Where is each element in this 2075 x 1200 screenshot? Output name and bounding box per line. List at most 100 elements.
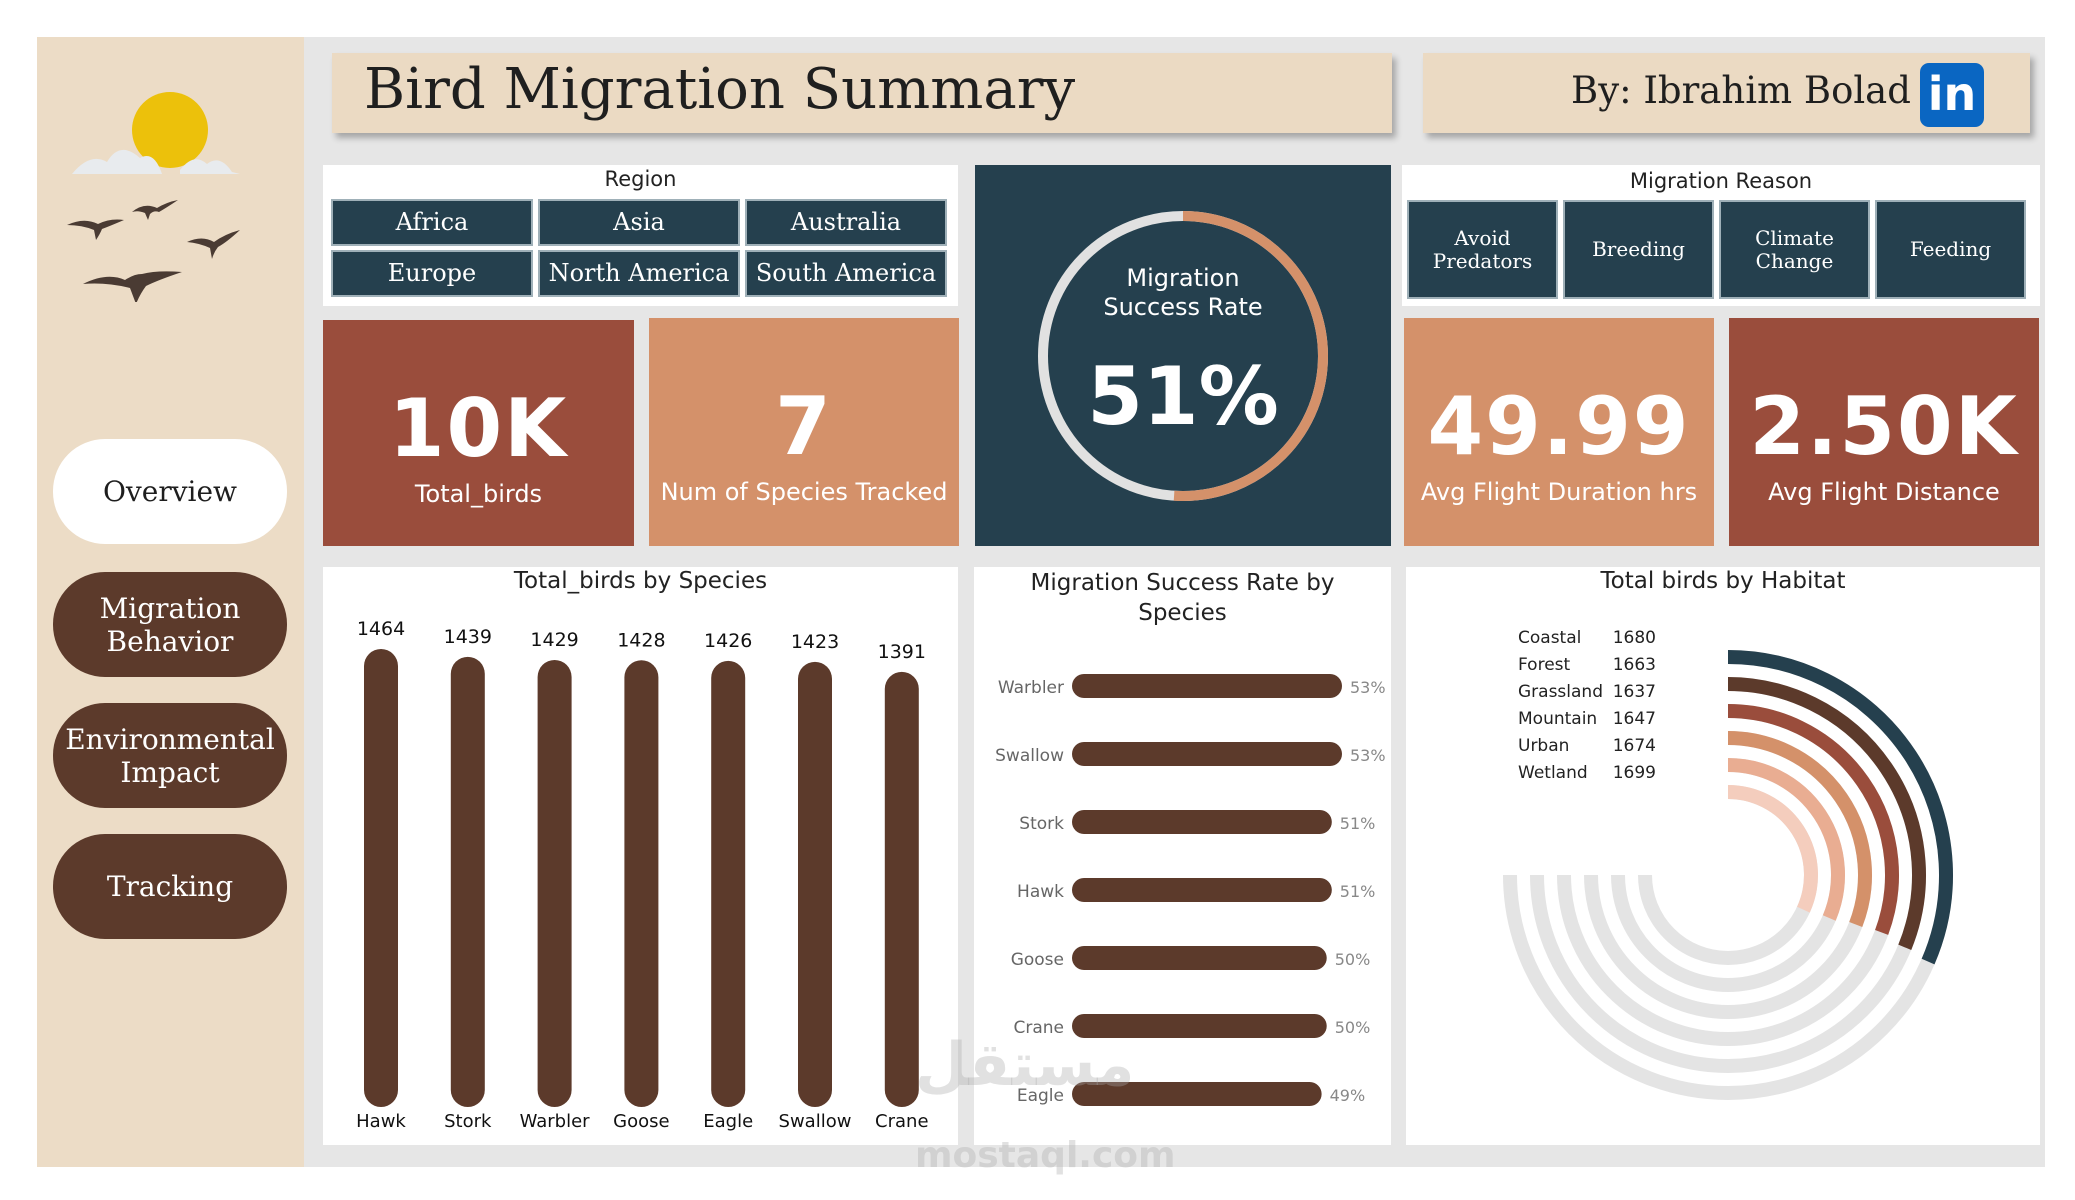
habitat-legend-category: Grassland: [1518, 682, 1603, 702]
habitat-legend-value: 1647: [1613, 709, 1656, 729]
title-bar: Bird Migration Summary: [332, 53, 1392, 133]
species-bar-category: Warbler: [520, 1111, 591, 1132]
kpi-distance-label: Avg Flight Distance: [1768, 478, 2000, 506]
habitat-legend-value: 1663: [1613, 655, 1656, 675]
total-birds-by-species-card: Total_birds by Species 1464 Hawk 1439 Stork…: [323, 567, 958, 1145]
success-bar-category: Stork: [1019, 814, 1064, 834]
species-bar-hawk[interactable]: [364, 649, 398, 1107]
author-bar: By: Ibrahim Bolad in: [1423, 53, 2030, 133]
success-hbar-chart: Warbler 53% Swallow 53% Stork 51% Hawk 51% Goose…: [995, 674, 1386, 1106]
gauge-label-line2: Success Rate: [1103, 293, 1263, 321]
habitat-ring-forest[interactable]: [1727, 677, 1926, 950]
success-bar-value: 50%: [1335, 1018, 1371, 1037]
species-bar-value: 1464: [357, 618, 405, 640]
habitat-radial-chart: Coastal 1680 Forest 1663 Grassland 1637 Mounta…: [1503, 628, 1953, 1100]
migration-reason-slicer: Migration Reason Avoid Predators Breedin…: [1402, 165, 2040, 306]
success-bar-warbler[interactable]: [1072, 674, 1342, 698]
reason-climate-change-button[interactable]: Climate Change: [1719, 200, 1870, 299]
habitat-legend-category: Forest: [1518, 655, 1571, 675]
species-bar-category: Stork: [444, 1111, 492, 1132]
nav-overview-button[interactable]: Overview: [53, 439, 287, 544]
success-rate-by-species-card: Migration Success Rate by Species Warble…: [974, 567, 1391, 1145]
success-bar-category: Hawk: [1017, 882, 1064, 902]
region-europe-button[interactable]: Europe: [331, 250, 533, 297]
nav-environmental-impact-button[interactable]: Environmental Impact: [53, 703, 287, 808]
kpi-species-value: 7: [775, 380, 833, 473]
species-bar-eagle[interactable]: [711, 660, 746, 1107]
kpi-distance-card: 2.50K Avg Flight Distance: [1729, 318, 2039, 546]
success-bar-value: 51%: [1340, 814, 1376, 833]
habitat-chart-title: Total birds by Habitat: [1600, 568, 1846, 594]
sidebar: Overview Migration Behavior Environmenta…: [37, 37, 304, 1167]
success-rate-gauge-card: Migration Success Rate 51%: [975, 165, 1391, 546]
kpi-total-birds-value: 10K: [388, 382, 569, 475]
success-bar-eagle[interactable]: [1072, 1082, 1322, 1106]
success-chart-title: Migration Success Rate by Species: [1030, 570, 1335, 626]
habitat-ring-urban[interactable]: [1727, 758, 1845, 921]
success-bar-value: 50%: [1335, 950, 1371, 969]
kpi-duration-value: 49.99: [1427, 380, 1691, 473]
watermark-arabic: مستقل: [915, 1030, 1135, 1100]
species-bar-value: 1428: [617, 629, 665, 651]
reason-breeding-button[interactable]: Breeding: [1563, 200, 1714, 299]
habitat-legend-value: 1674: [1613, 736, 1656, 756]
species-bar-value: 1423: [791, 631, 839, 653]
species-bar-goose[interactable]: [624, 660, 659, 1107]
total-birds-by-habitat-card: Total birds by Habitat Coastal 1680 Forest…: [1406, 567, 2040, 1145]
success-bar-value: 53%: [1350, 746, 1386, 765]
success-bar-swallow[interactable]: [1072, 742, 1342, 766]
success-bar-stork[interactable]: [1072, 810, 1332, 834]
success-bar-goose[interactable]: [1072, 946, 1327, 970]
region-africa-button[interactable]: Africa: [331, 199, 533, 246]
success-bar-value: 51%: [1340, 882, 1376, 901]
species-bar-warbler[interactable]: [537, 659, 572, 1107]
species-bar-stork[interactable]: [450, 656, 485, 1107]
species-bar-crane[interactable]: [884, 671, 919, 1107]
region-asia-button[interactable]: Asia: [538, 199, 740, 246]
watermark-latin: mostaql.com: [915, 1135, 1176, 1176]
gauge-label-line1: Migration: [1126, 264, 1240, 292]
nav-migration-behavior-button[interactable]: Migration Behavior: [53, 572, 287, 677]
kpi-total-birds-label: Total_birds: [414, 480, 543, 508]
species-bar-value: 1426: [704, 630, 752, 652]
species-bar-category: Goose: [613, 1111, 669, 1132]
region-australia-button[interactable]: Australia: [745, 199, 947, 246]
success-bar-category: Warbler: [998, 678, 1064, 698]
species-bar-swallow[interactable]: [798, 661, 832, 1107]
habitat-ring-coastal[interactable]: [1727, 650, 1953, 965]
reason-avoid-predators-button[interactable]: Avoid Predators: [1407, 200, 1558, 299]
species-bar-category: Crane: [875, 1111, 928, 1132]
habitat-ring-wetland[interactable]: [1727, 785, 1818, 913]
region-north-america-button[interactable]: North America: [538, 250, 740, 297]
sun-birds-illustration-icon: [67, 92, 240, 302]
page-title: Bird Migration Summary: [364, 57, 1076, 122]
habitat-legend-value: 1699: [1613, 763, 1656, 783]
region-south-america-button[interactable]: South America: [745, 250, 947, 297]
habitat-legend-category: Urban: [1518, 736, 1569, 756]
kpi-total-birds-card: 10K Total_birds: [323, 320, 634, 546]
success-rate-gauge: [1038, 211, 1328, 501]
nav-tracking-button[interactable]: Tracking: [53, 834, 287, 939]
habitat-ring-mountain[interactable]: [1727, 731, 1872, 928]
habitat-legend-category: Coastal: [1518, 628, 1581, 648]
success-bar-hawk[interactable]: [1072, 878, 1332, 902]
success-bar-category: Goose: [1011, 950, 1064, 970]
gauge-value-arc: [1038, 211, 1328, 501]
success-bar-value: 49%: [1330, 1086, 1366, 1105]
kpi-duration-label: Avg Flight Duration hrs: [1420, 478, 1698, 506]
success-bar-category: Crane: [1013, 1018, 1064, 1038]
habitat-ring-grassland[interactable]: [1727, 704, 1899, 935]
kpi-distance-value: 2.50K: [1749, 380, 2019, 473]
kpi-duration-card: 49.99 Avg Flight Duration hrs: [1404, 318, 1714, 546]
reason-feeding-button[interactable]: Feeding: [1875, 200, 2026, 299]
success-bar-value: 53%: [1350, 678, 1386, 697]
species-bar-value: 1429: [530, 629, 578, 651]
migration-reason-slicer-title: Migration Reason: [1629, 169, 1813, 193]
linkedin-icon[interactable]: in: [1920, 63, 1984, 127]
success-bar-crane[interactable]: [1072, 1014, 1327, 1038]
species-chart-title: Total_birds by Species: [513, 568, 768, 594]
habitat-legend-category: Wetland: [1518, 763, 1588, 783]
gauge-value-text: 51%: [1087, 350, 1279, 443]
habitat-legend-value: 1680: [1613, 628, 1656, 648]
habitat-legend-category: Mountain: [1518, 709, 1597, 729]
